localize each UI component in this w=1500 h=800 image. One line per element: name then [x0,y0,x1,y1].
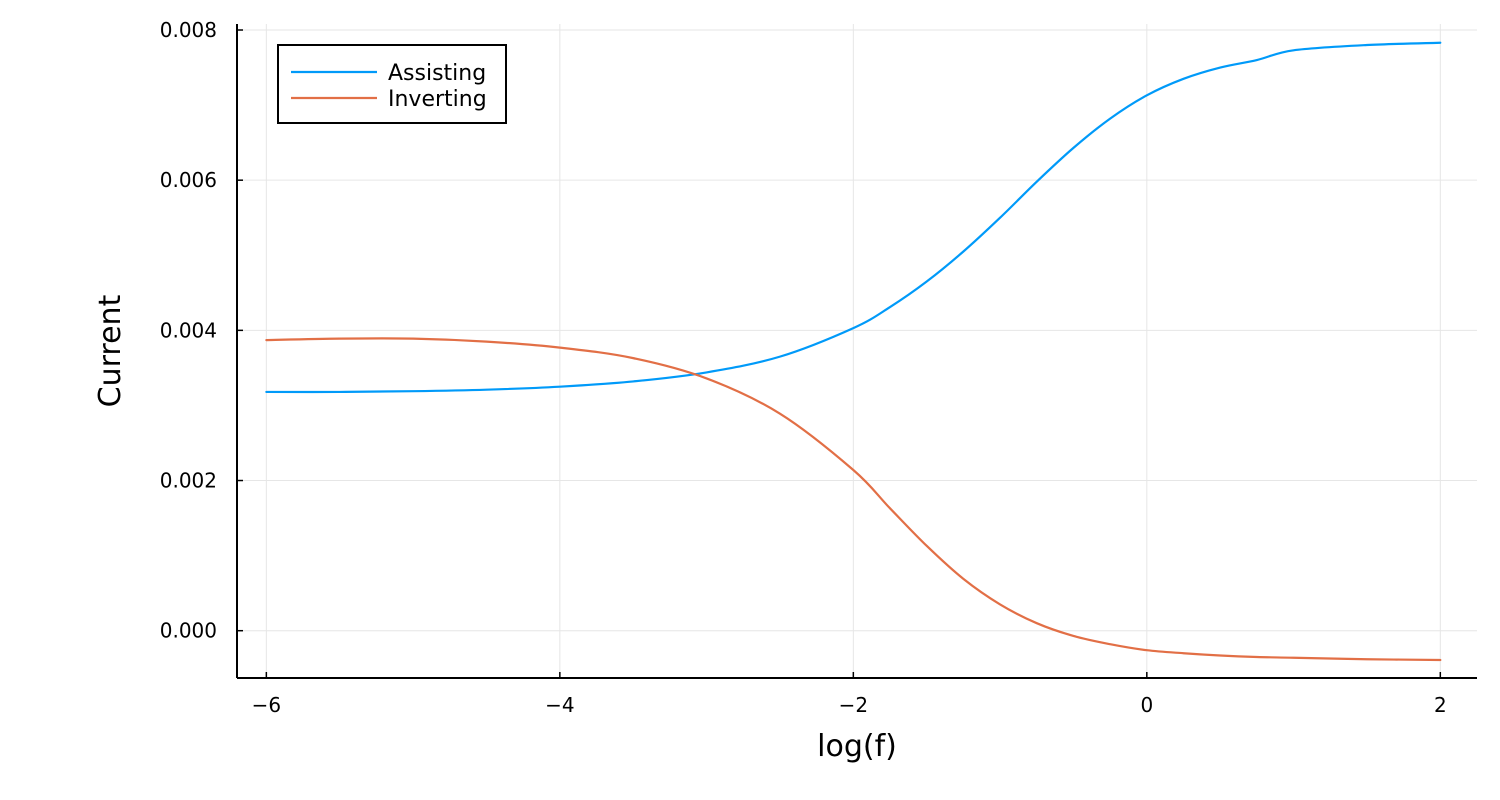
y-tick-label: 0.000 [160,619,217,643]
y-tick-label: 0.002 [160,469,217,493]
plot-series [265,41,1442,662]
legend-label-inverting: Inverting [388,87,487,112]
x-tick-label: −4 [545,693,574,717]
legend-box [277,44,507,124]
x-tick-label: −2 [839,693,868,717]
x-tick-label: −6 [252,693,281,717]
y-tick-label: 0.008 [160,18,217,42]
y-axis-title: Current [93,294,128,407]
grid [237,24,1477,678]
axes [236,24,1477,679]
legend: Assisting Inverting [277,44,507,124]
y-tick-label: 0.006 [160,168,217,192]
legend-label-assisting: Assisting [388,61,486,86]
y-tick-label: 0.004 [160,318,217,342]
series-line-inverting [265,337,1442,662]
x-tick-label: 2 [1434,693,1447,717]
x-axis-title: log(f) [817,729,897,764]
series-line-assisting [265,41,1442,394]
tick-labels: −6 −4 −2 0 2 0.000 0.002 0.004 0.006 0.008 [160,18,1447,717]
x-tick-label: 0 [1140,693,1153,717]
